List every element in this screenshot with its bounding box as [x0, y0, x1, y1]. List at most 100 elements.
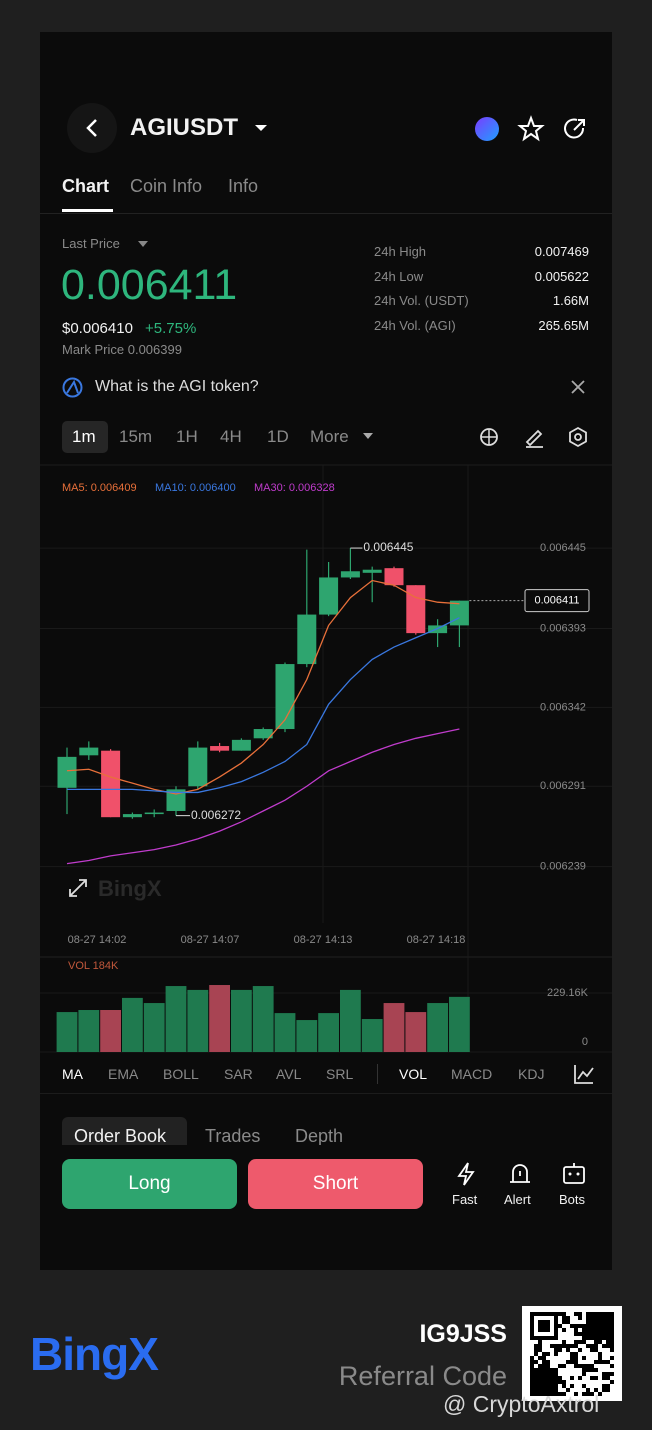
tab[interactable]: Info	[228, 176, 259, 196]
qr-module	[586, 1316, 590, 1320]
qr-module	[562, 1380, 566, 1384]
settings-icon[interactable]	[567, 426, 589, 448]
price-change: +5.75%	[145, 320, 197, 337]
close-icon[interactable]	[571, 380, 585, 394]
qr-module	[530, 1376, 534, 1380]
qr-module	[606, 1384, 610, 1388]
qr-module	[606, 1316, 610, 1320]
candle-body	[340, 571, 360, 578]
indicator[interactable]: AVL	[276, 1066, 302, 1082]
interval[interactable]: 1H	[176, 427, 198, 446]
tab[interactable]: Coin Info	[130, 176, 203, 196]
qr-module	[562, 1344, 566, 1348]
qr-module	[570, 1352, 574, 1356]
action-label[interactable]: Bots	[559, 1192, 586, 1207]
indicator[interactable]: BOLL	[163, 1066, 199, 1082]
qr-module	[538, 1340, 542, 1344]
long-button[interactable]: Long	[62, 1159, 237, 1209]
fullscreen-icon[interactable]	[69, 879, 87, 897]
volume-bar	[209, 985, 230, 1052]
indicator[interactable]: MACD	[451, 1066, 493, 1082]
qr-module	[538, 1384, 542, 1388]
volume-bar	[274, 1013, 296, 1052]
favorite-icon[interactable]	[517, 115, 545, 143]
qr-module	[582, 1384, 586, 1388]
qr-module	[598, 1392, 602, 1396]
indicator[interactable]: MA	[62, 1066, 83, 1082]
indicator[interactable]: EMA	[108, 1066, 139, 1082]
indicator[interactable]: KDJ	[518, 1066, 545, 1082]
fast-icon[interactable]	[455, 1161, 477, 1187]
qr-module	[582, 1392, 586, 1396]
qr-module	[530, 1388, 534, 1392]
qr-module	[550, 1376, 554, 1380]
qr-module	[562, 1320, 566, 1324]
qr-module	[542, 1376, 546, 1380]
banner-text[interactable]: What is the AGI token?	[95, 378, 259, 395]
interval[interactable]: 15m	[119, 427, 153, 446]
qr-module	[598, 1312, 602, 1316]
volume-bar	[122, 997, 143, 1052]
interval[interactable]: More	[310, 427, 349, 446]
qr-module	[574, 1328, 578, 1332]
symbol-dropdown[interactable]	[254, 123, 268, 133]
qr-module	[574, 1352, 578, 1356]
qr-module	[574, 1312, 578, 1316]
qr-module	[602, 1328, 606, 1332]
interval[interactable]: 4H	[220, 427, 242, 446]
qr-module	[546, 1312, 550, 1316]
volume-bar	[187, 989, 209, 1052]
bots-icon[interactable]	[561, 1161, 587, 1187]
book-tab[interactable]: Order Book	[74, 1126, 167, 1145]
candle-body	[188, 747, 208, 787]
legend-entry: MA10: 0.006400	[155, 482, 236, 494]
interval[interactable]: 1m	[72, 427, 96, 446]
back-button[interactable]	[67, 103, 117, 153]
qr-module	[594, 1332, 598, 1336]
share-icon[interactable]	[561, 115, 589, 143]
book-tab[interactable]: Depth	[295, 1126, 344, 1145]
draw-icon[interactable]	[523, 426, 545, 448]
qr-module	[574, 1324, 578, 1328]
last-price-box	[524, 589, 590, 613]
qr-module	[538, 1344, 542, 1348]
last-price-label[interactable]: Last Price	[62, 236, 120, 251]
qr-module	[582, 1356, 586, 1360]
action-label[interactable]: Fast	[452, 1192, 478, 1207]
candle-body	[362, 569, 382, 573]
book-tab[interactable]: Trades	[205, 1126, 261, 1145]
more-dropdown	[363, 433, 373, 439]
chart-type-icon[interactable]	[573, 1063, 595, 1085]
qr-module	[554, 1388, 558, 1392]
stat-label: 24h Vol. (USDT)	[374, 293, 469, 308]
interval[interactable]: 1D	[267, 427, 289, 446]
qr-module	[530, 1364, 534, 1368]
qr-module	[530, 1316, 534, 1320]
alert-icon[interactable]	[508, 1161, 532, 1187]
indicator[interactable]: SRL	[326, 1066, 354, 1082]
volume-bar	[405, 1012, 427, 1052]
qr-module	[554, 1380, 558, 1384]
qr-module	[546, 1320, 550, 1324]
qr-module	[558, 1364, 562, 1368]
qr-module	[574, 1344, 578, 1348]
back-icon	[86, 119, 97, 137]
indicator[interactable]: VOL	[399, 1066, 428, 1082]
action-label[interactable]: Alert	[504, 1192, 531, 1207]
qr-module	[546, 1364, 550, 1368]
volume-bar	[56, 1012, 78, 1052]
qr-module	[602, 1312, 606, 1316]
indicator[interactable]: SAR	[224, 1066, 253, 1082]
qr-module	[610, 1328, 614, 1332]
qr-module	[594, 1376, 598, 1380]
qr-module	[538, 1392, 542, 1396]
short-button[interactable]: Short	[248, 1159, 423, 1209]
qr-module	[578, 1312, 582, 1316]
qr-module	[610, 1348, 614, 1352]
qr-module	[554, 1368, 558, 1372]
tab-active[interactable]: Chart	[62, 176, 110, 196]
volume-bar	[231, 989, 252, 1052]
indicator-icon[interactable]	[478, 426, 500, 448]
symbol[interactable]: AGIUSDT	[130, 114, 238, 141]
qr-module	[550, 1344, 554, 1348]
